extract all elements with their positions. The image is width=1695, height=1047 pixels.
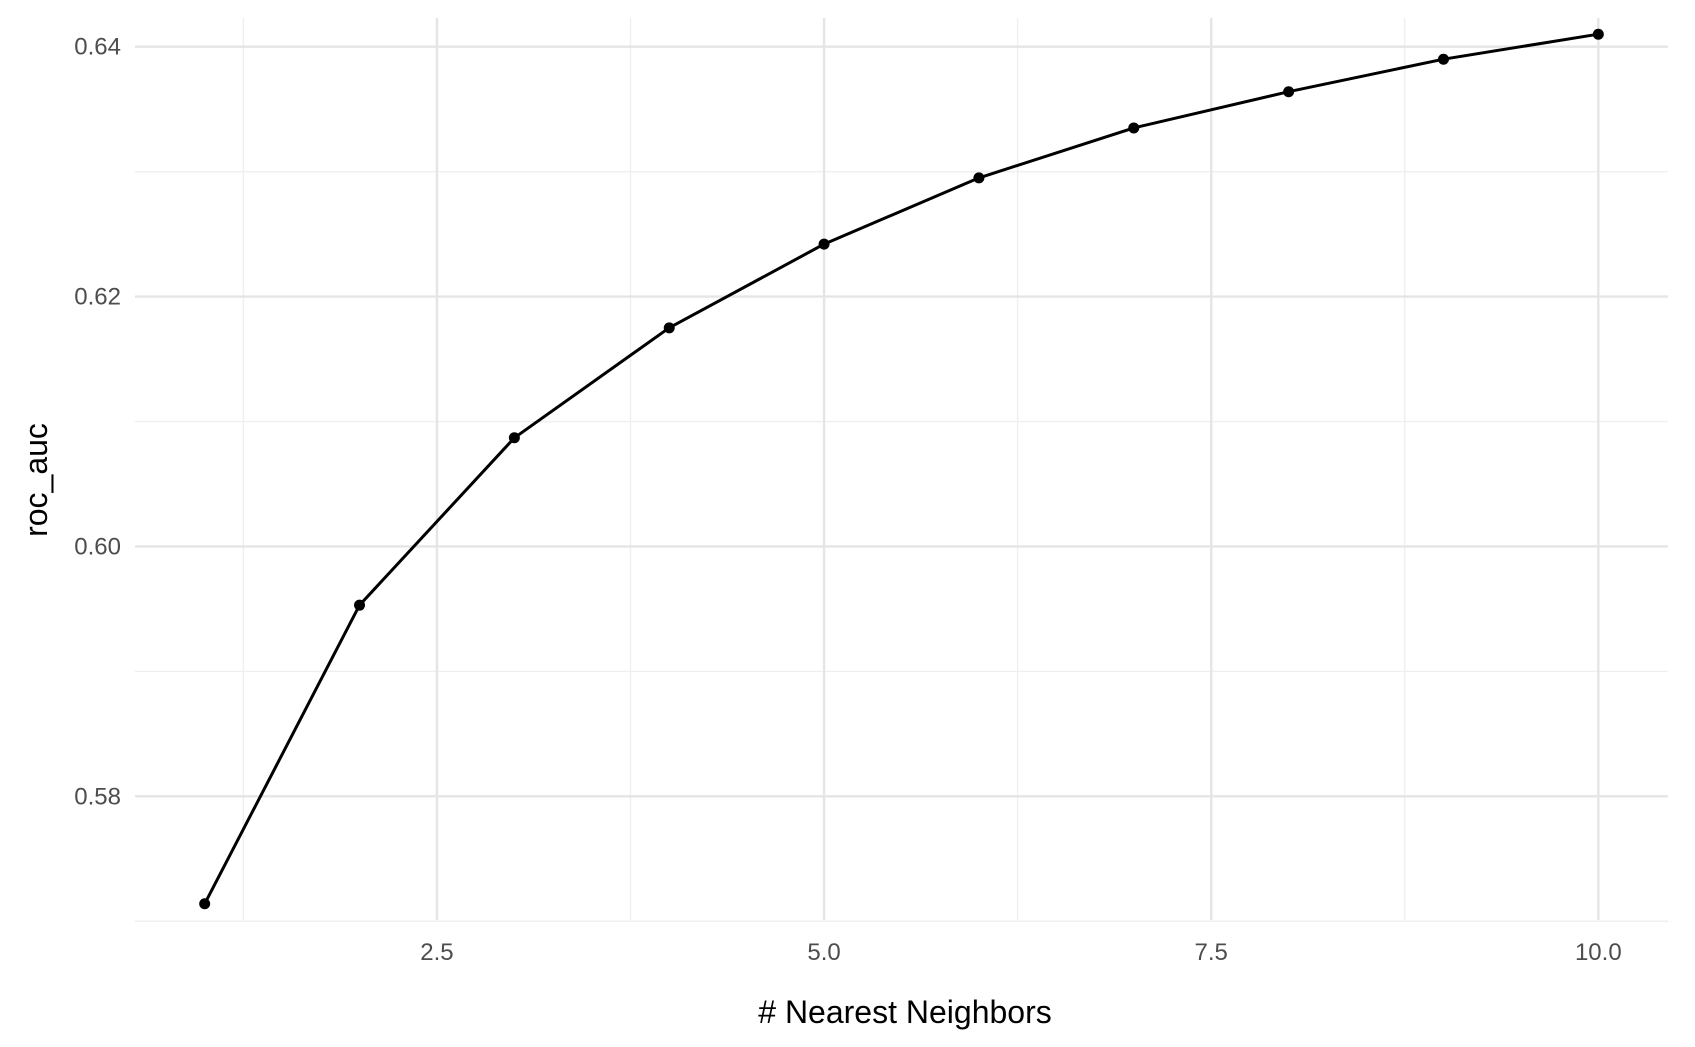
y-tick-label: 0.60 [74, 533, 121, 560]
series-layer [199, 28, 1604, 910]
x-tick-label: 2.5 [420, 939, 453, 966]
data-point [354, 599, 366, 611]
x-tick-label: 7.5 [1195, 939, 1228, 966]
y-tick-label: 0.62 [74, 284, 121, 311]
data-point [1128, 122, 1140, 134]
data-point [1283, 86, 1295, 98]
x-axis-title: # Nearest Neighbors [758, 994, 1051, 1030]
x-tick-label: 10.0 [1575, 939, 1622, 966]
y-axis-title: roc_auc [18, 423, 54, 537]
y-tick-label: 0.64 [74, 34, 121, 61]
series-line [203, 32, 1600, 906]
x-tick-label: 5.0 [807, 939, 840, 966]
grid-layer [135, 18, 1668, 922]
data-point [199, 898, 211, 910]
data-point [1592, 28, 1604, 40]
data-point [1437, 53, 1449, 65]
data-point [663, 322, 675, 334]
tick-labels: 2.5 5.0 7.5 10.0 0.58 0.60 0.62 0.64 [74, 34, 1621, 966]
data-point [973, 172, 985, 184]
y-tick-label: 0.58 [74, 783, 121, 810]
data-point [818, 238, 830, 250]
data-point [508, 432, 520, 444]
